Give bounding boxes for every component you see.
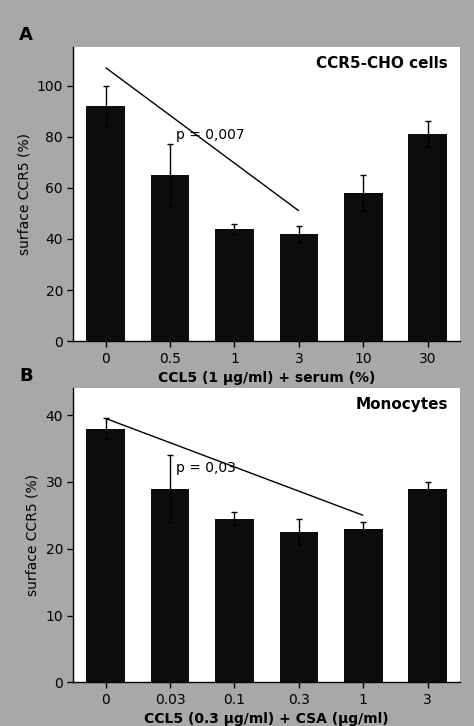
Text: CCR5-CHO cells: CCR5-CHO cells [317,56,448,71]
Bar [408,134,447,341]
Bar [408,489,447,682]
Text: A: A [19,26,33,44]
Text: p = 0,03: p = 0,03 [176,461,237,476]
Bar [344,529,383,682]
Bar [151,489,189,682]
Y-axis label: surface CCR5 (%): surface CCR5 (%) [26,474,40,597]
Bar [86,106,125,341]
X-axis label: CCL5 (0.3 μg/ml) + CSA (μg/ml): CCL5 (0.3 μg/ml) + CSA (μg/ml) [144,712,389,726]
Y-axis label: surface CCR5 (%): surface CCR5 (%) [17,133,31,256]
Bar [215,518,254,682]
Text: B: B [19,367,33,386]
Bar [280,234,318,341]
X-axis label: CCL5 (1 μg/ml) + serum (%): CCL5 (1 μg/ml) + serum (%) [158,371,375,386]
Bar [215,229,254,341]
Bar [280,532,318,682]
Text: p = 0,007: p = 0,007 [176,128,245,142]
Bar [151,175,189,341]
Bar [86,428,125,682]
Bar [344,193,383,341]
Text: Monocytes: Monocytes [356,397,448,412]
